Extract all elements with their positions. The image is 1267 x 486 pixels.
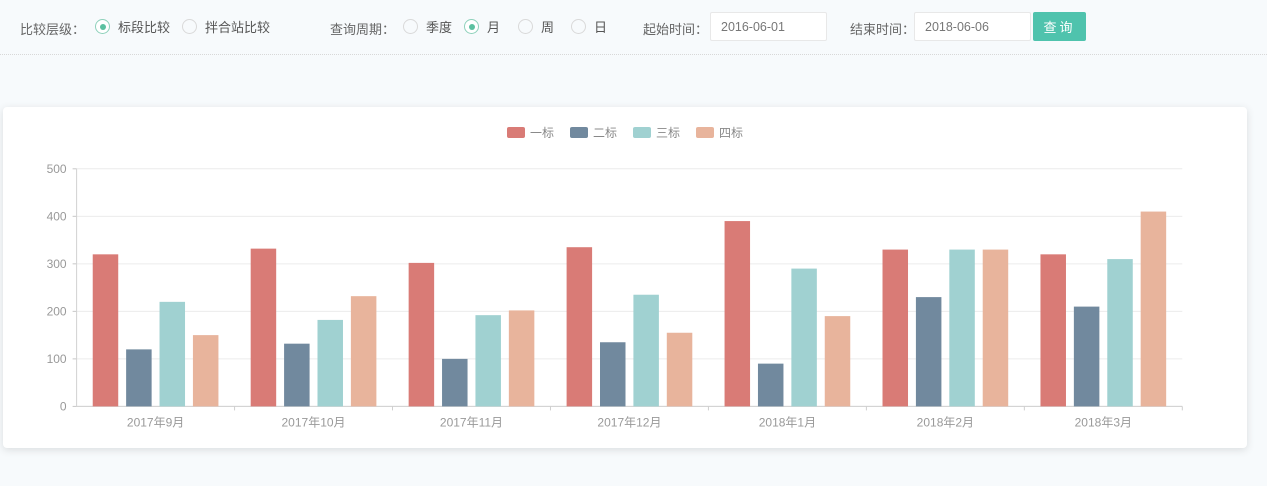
svg-text:2018年1月: 2018年1月 <box>759 415 816 429</box>
svg-text:100: 100 <box>47 352 67 366</box>
svg-text:2017年9月: 2017年9月 <box>127 415 184 429</box>
svg-text:2018年3月: 2018年3月 <box>1075 415 1132 429</box>
svg-text:2018年2月: 2018年2月 <box>917 415 974 429</box>
svg-text:2017年11月: 2017年11月 <box>440 415 503 429</box>
svg-text:0: 0 <box>60 399 67 413</box>
svg-text:2017年10月: 2017年10月 <box>282 415 346 429</box>
svg-text:300: 300 <box>47 257 67 271</box>
svg-text:400: 400 <box>47 209 67 223</box>
svg-text:200: 200 <box>47 304 67 318</box>
svg-text:500: 500 <box>47 162 67 176</box>
svg-text:2017年12月: 2017年12月 <box>597 415 661 429</box>
